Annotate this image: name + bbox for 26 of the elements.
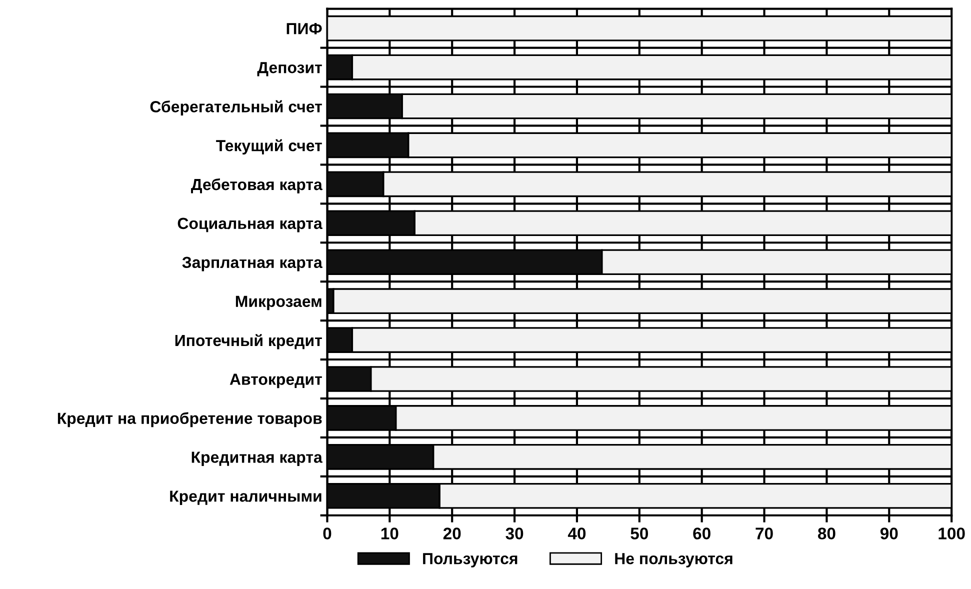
x-tick-label: 30 <box>506 528 524 540</box>
x-tick-label: 90 <box>880 528 898 540</box>
x-tick-label: 40 <box>568 528 586 540</box>
y-tick-label: Зарплатная карта <box>182 256 322 272</box>
y-tick-label: Ипотечный кредит <box>175 334 322 350</box>
x-tick-label: 60 <box>693 528 710 540</box>
y-tick-label: Кредит на приобретение товаров <box>58 412 322 428</box>
y-tick-label: Депозит <box>257 62 322 76</box>
y-tick-label: Автокредит <box>230 374 322 388</box>
y-tick-label: Дебетовая карта <box>191 178 322 194</box>
y-tick-label: Кредит наличными <box>170 490 322 505</box>
y-tick-label: Текущий счет <box>216 139 322 154</box>
y-tick-label: Кредитная карта <box>192 452 322 466</box>
y-tick-label: Социальная карта <box>178 218 322 232</box>
y-tick-label: Сберегательный счет <box>150 100 322 116</box>
x-tick-label: 10 <box>381 528 398 540</box>
x-tick-label: 20 <box>443 528 461 540</box>
x-tick-label: 100 <box>938 528 965 540</box>
y-tick-label: ПИФ <box>286 23 322 34</box>
legend-label: Пользуются <box>423 553 518 568</box>
legend-label: Не пользуются <box>615 553 732 568</box>
x-tick-label: 50 <box>630 528 648 540</box>
x-tick-label: 80 <box>818 528 836 540</box>
y-tick-label: Микрозаем <box>236 296 322 310</box>
x-tick-label: 0 <box>323 528 332 540</box>
x-tick-label: 70 <box>756 528 773 540</box>
